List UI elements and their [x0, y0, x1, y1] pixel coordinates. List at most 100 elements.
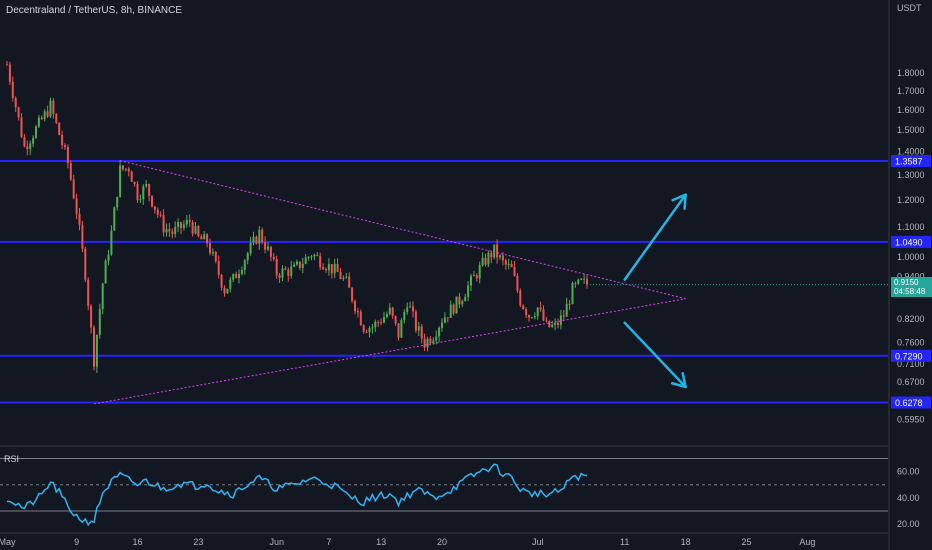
arrow-up-shaft: [623, 193, 687, 281]
candle-body: [304, 257, 307, 264]
candle-body: [414, 311, 417, 331]
candle-body: [229, 279, 232, 289]
candle-body: [342, 277, 345, 279]
candle-body: [14, 98, 17, 108]
rsi-tick-0: 60.00: [897, 467, 920, 477]
candle-body: [359, 311, 362, 326]
candle-body: [504, 260, 507, 265]
candle-body: [165, 229, 168, 233]
candle-body: [287, 269, 290, 276]
candle-body: [55, 113, 58, 123]
price-tick-5: 1.3000: [897, 170, 925, 180]
rsi-tick-2: 20.00: [897, 519, 920, 529]
candle-body: [243, 260, 246, 270]
candle-body: [409, 306, 412, 308]
candle-body: [78, 213, 81, 225]
candle-body: [301, 263, 304, 269]
level-tag-label-3: 0.6278: [895, 398, 923, 408]
candle-body: [148, 184, 151, 196]
candle-body: [496, 244, 499, 258]
candle-body: [327, 264, 330, 271]
candle-body: [69, 163, 72, 180]
candle-body: [377, 321, 380, 323]
level-tag-label-0: 1.3587: [895, 157, 923, 167]
candle-body: [168, 229, 171, 232]
candle-body: [269, 246, 272, 257]
candle-body: [452, 304, 455, 314]
candle-body: [423, 338, 426, 348]
level-tag-label-2: 0.7290: [895, 351, 923, 361]
price-tick-10: 0.8200: [897, 314, 925, 324]
candle-body: [81, 224, 84, 249]
triangle-lower-line: [93, 298, 686, 405]
candle-body: [325, 269, 327, 271]
candle-body: [316, 254, 319, 256]
candle-body: [223, 287, 226, 294]
price-tick-8: 1.0000: [897, 252, 925, 262]
candle-body: [533, 315, 536, 318]
candle-body: [397, 323, 400, 338]
candle-body: [388, 307, 391, 315]
candle-body: [139, 199, 142, 201]
candle-body: [226, 288, 229, 294]
candle-body: [313, 254, 316, 257]
candle-body: [72, 179, 75, 199]
candle-body: [443, 317, 446, 323]
candle-body: [275, 259, 278, 276]
candle-body: [104, 260, 107, 284]
price-tick-11: 0.7600: [897, 338, 925, 348]
candle-body: [522, 305, 525, 310]
candle-body: [246, 253, 249, 261]
candle-body: [455, 296, 458, 314]
candle-body: [501, 255, 504, 261]
candle-body: [510, 264, 513, 268]
candle-body: [93, 327, 95, 367]
candle-body: [284, 268, 287, 270]
price-tick-2: 1.6000: [897, 105, 925, 115]
price-tick-9: 0.9400: [897, 271, 925, 281]
candle-body: [95, 334, 98, 367]
candle-body: [412, 306, 414, 312]
time-tick-6: 13: [376, 537, 386, 547]
candle-body: [249, 242, 252, 254]
candle-body: [354, 301, 356, 312]
candle-body: [298, 261, 301, 269]
candle-body: [90, 305, 93, 328]
candle-body: [232, 274, 235, 280]
candle-body: [400, 320, 403, 338]
candle-body: [185, 219, 188, 225]
candle-body: [124, 168, 127, 170]
candle-body: [577, 279, 580, 284]
price-tick-6: 1.2000: [897, 195, 925, 205]
candle-body: [142, 186, 145, 200]
candle-body: [252, 236, 255, 243]
candle-body: [194, 226, 197, 234]
candle-body: [490, 252, 493, 258]
price-tick-12: 0.7100: [897, 359, 925, 369]
candle-body: [530, 317, 533, 319]
price-tick-1: 1.7000: [897, 86, 925, 96]
candle-body: [116, 196, 119, 208]
candle-body: [264, 241, 267, 250]
candle-body: [240, 269, 243, 274]
candle-body: [52, 100, 55, 114]
candle-body: [32, 137, 35, 144]
candle-body: [493, 244, 496, 258]
candle-body: [394, 315, 397, 324]
candle-body: [174, 226, 177, 235]
candle-body: [351, 287, 354, 302]
candle-body: [293, 264, 296, 267]
candle-body: [583, 278, 586, 280]
candle-body: [374, 321, 377, 328]
candle-body: [255, 236, 258, 244]
candle-body: [548, 320, 551, 327]
candle-body: [441, 322, 443, 328]
candle-body: [356, 311, 359, 313]
candle-body: [84, 248, 87, 280]
candle-body: [43, 111, 46, 120]
candle-body: [171, 231, 174, 235]
candle-body: [61, 134, 64, 146]
candle-body: [290, 266, 293, 276]
candle-body: [35, 126, 37, 138]
